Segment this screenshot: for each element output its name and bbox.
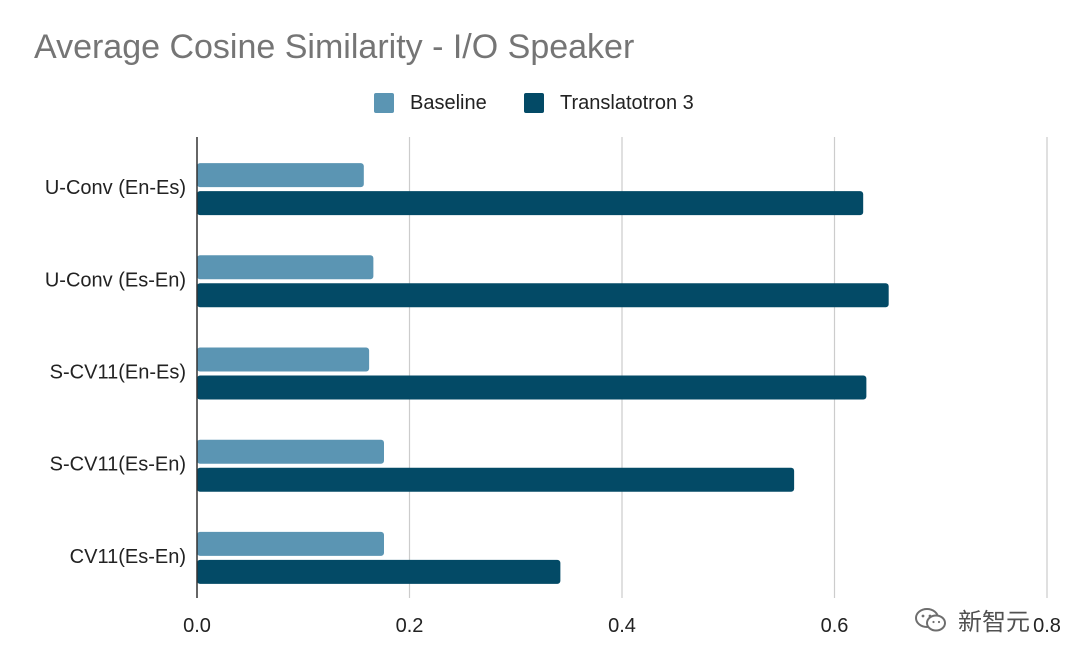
legend: Baseline Translatotron 3 xyxy=(0,88,1080,118)
bar-translatotron-0 xyxy=(197,191,864,216)
x-tick-label: 0.2 xyxy=(396,615,424,637)
bar-translatotron-1 xyxy=(197,283,889,308)
legend-label-baseline: Baseline xyxy=(410,91,487,114)
legend-label-translatotron: Translatotron 3 xyxy=(560,91,694,114)
legend-item-baseline: Baseline xyxy=(374,88,487,118)
legend-item-translatotron: Translatotron 3 xyxy=(524,88,694,118)
bar-translatotron-3 xyxy=(197,467,795,492)
bar-translatotron-4 xyxy=(197,559,561,584)
y-category-label: U-Conv (Es-En) xyxy=(45,269,186,291)
x-tick-label: 0.6 xyxy=(821,615,849,637)
wechat-icon xyxy=(915,607,946,631)
bar-baseline-4 xyxy=(197,531,384,556)
x-tick-label: 0.4 xyxy=(608,615,636,637)
watermark: 新智元 xyxy=(914,602,1030,637)
bar-baseline-2 xyxy=(197,347,370,372)
x-tick-label: 0.8 xyxy=(1033,615,1061,637)
y-category-label: S-CV11(En-Es) xyxy=(50,362,186,384)
bar-baseline-3 xyxy=(197,439,384,464)
y-category-label: CV11(Es-En) xyxy=(70,546,186,568)
bar-baseline-1 xyxy=(197,255,374,280)
bar-translatotron-2 xyxy=(197,375,867,400)
chart-title: Average Cosine Similarity - I/O Speaker xyxy=(34,28,635,66)
legend-swatch-baseline xyxy=(374,93,394,113)
bar-baseline-0 xyxy=(197,163,364,188)
y-category-label: S-CV11(Es-En) xyxy=(50,454,186,476)
y-category-label: U-Conv (En-Es) xyxy=(45,177,186,199)
legend-swatch-translatotron xyxy=(524,93,544,113)
x-tick-label: 0.0 xyxy=(183,615,211,637)
watermark-text: 新智元 xyxy=(958,608,1030,636)
